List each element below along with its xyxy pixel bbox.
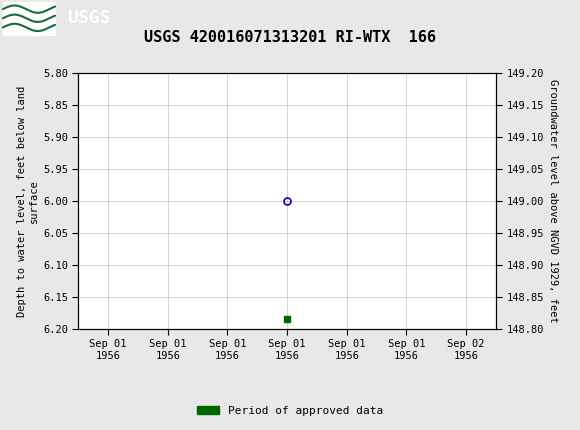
Text: USGS: USGS [67, 9, 110, 27]
Y-axis label: Depth to water level, feet below land
surface: Depth to water level, feet below land su… [17, 86, 39, 316]
Legend: Period of approved data: Period of approved data [193, 401, 387, 420]
Text: USGS 420016071313201 RI-WTX  166: USGS 420016071313201 RI-WTX 166 [144, 30, 436, 45]
Y-axis label: Groundwater level above NGVD 1929, feet: Groundwater level above NGVD 1929, feet [548, 79, 558, 323]
Bar [3, 2, 55, 35]
